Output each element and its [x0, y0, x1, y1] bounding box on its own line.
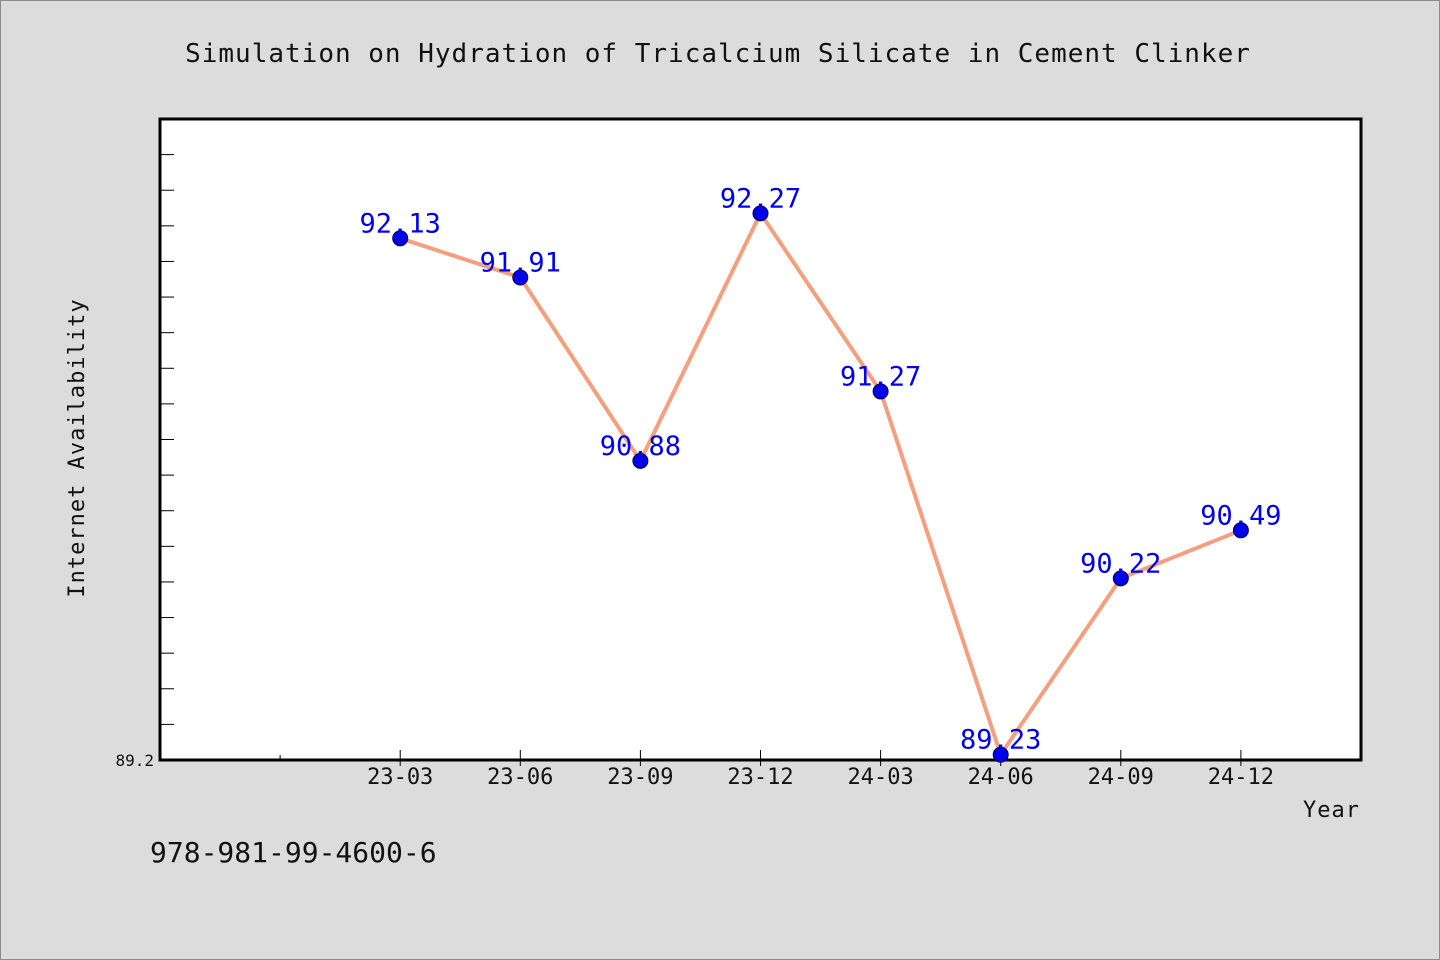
data-labels: 92.13 91.91 90.88 92.27 91.27 89.23 90.22 90.49: [360, 183, 1282, 755]
data-point-marker: [512, 269, 529, 286]
data-point-label: 92.13: [360, 208, 441, 239]
x-ticks: [279, 750, 1242, 766]
chart-title: Simulation on Hydration of Tricalcium Si…: [185, 39, 1251, 69]
y-axis-label: Internet Availability: [65, 298, 90, 597]
data-point-marker: [992, 746, 1009, 763]
x-tick-label: 23-12: [727, 765, 793, 790]
x-tick-label: 23-03: [367, 765, 433, 790]
data-point-label: 90.88: [600, 431, 681, 462]
data-point-marker: [392, 230, 409, 247]
x-tick-label: 24-12: [1208, 765, 1274, 790]
x-tick-label: 23-09: [607, 765, 673, 790]
data-point-marker: [752, 205, 769, 222]
series-line: [398, 211, 1243, 757]
y-axis-min-label: 89.2: [115, 751, 154, 770]
x-tick-labels: 23-03 23-06 23-09 23-12 24-03 24-06 24-09 24-12: [367, 765, 1274, 790]
x-tick-label: 23-06: [487, 765, 553, 790]
x-axis-label: Year: [1303, 798, 1360, 823]
data-point-marker: [632, 452, 649, 469]
footer-isbn-text: 978-981-99-4600-6: [150, 836, 437, 869]
data-point-label: 91.91: [480, 247, 561, 278]
data-point-marker: [872, 383, 889, 400]
x-tick-label: 24-03: [847, 765, 913, 790]
data-markers: [392, 205, 1249, 763]
plot-area: [158, 117, 1363, 762]
data-point-marker: [1112, 570, 1129, 587]
x-tick-label: 24-09: [1088, 765, 1154, 790]
data-point-label: 92.27: [720, 183, 801, 214]
y-minor-ticks: [160, 154, 174, 725]
x-tick-label: 24-06: [968, 765, 1034, 790]
data-point-marker: [1232, 522, 1249, 539]
data-point-label: 90.22: [1080, 548, 1161, 579]
data-point-label: 89.23: [960, 725, 1041, 756]
data-point-label: 90.49: [1200, 500, 1281, 531]
data-point-label: 91.27: [840, 361, 921, 392]
